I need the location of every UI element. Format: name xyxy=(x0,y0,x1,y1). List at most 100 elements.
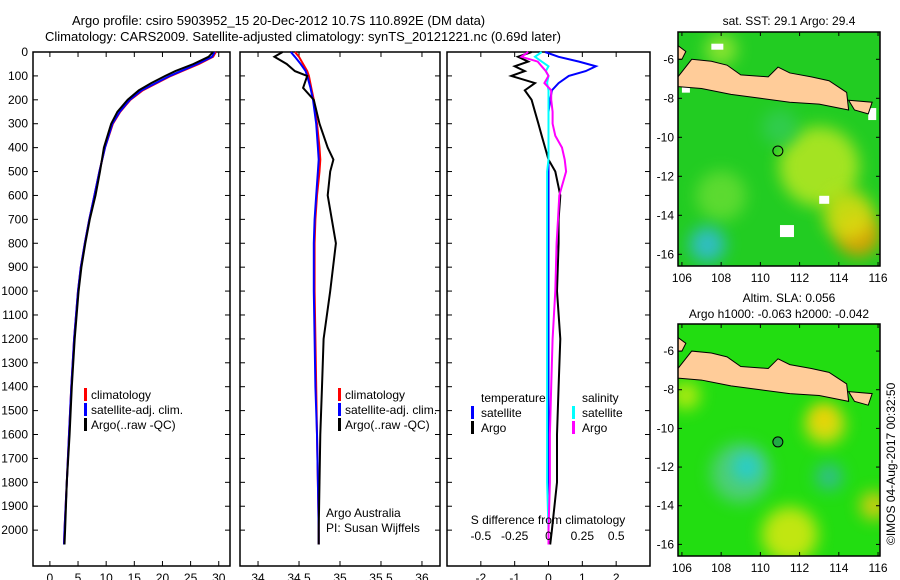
land-java xyxy=(678,58,850,111)
depth-tick-label: 1700 xyxy=(1,451,28,465)
x-tick-label: -2 xyxy=(475,571,486,580)
annotation-line: Argo Australia xyxy=(326,506,401,520)
x-tick-label: -1 xyxy=(509,571,520,580)
map-x-tick-label: 112 xyxy=(790,561,809,575)
depth-tick-label: 500 xyxy=(8,165,28,179)
legend-label: satellite-adj. clim. xyxy=(345,403,437,417)
map-y-tick-label: -16 xyxy=(657,247,675,261)
x-tick-label: 36 xyxy=(415,571,429,580)
map-field xyxy=(678,324,880,556)
map-blob xyxy=(815,462,844,491)
map-frame xyxy=(677,323,881,557)
depth-tick-label: 400 xyxy=(8,141,28,155)
map-y-tick-label: -14 xyxy=(657,208,675,222)
depth-tick-label: 1900 xyxy=(1,499,28,513)
depth-tick-label: 800 xyxy=(8,236,28,250)
map-y-tick-label: -8 xyxy=(663,383,674,397)
map-x-tick-label: 112 xyxy=(790,271,809,285)
x-tick-label: 15 xyxy=(128,571,142,580)
legend-label: Argo xyxy=(582,421,608,435)
map-blob xyxy=(732,453,761,482)
series-line-temperature-Argo xyxy=(508,51,562,545)
map-x-tick-label: 114 xyxy=(829,561,848,575)
map-x-tick-label: 116 xyxy=(868,561,887,575)
map-y-tick-label: -12 xyxy=(657,169,675,183)
no-data-patch xyxy=(779,225,794,238)
x-tick-label: 34.5 xyxy=(287,571,311,580)
legend-label: Argo(..raw -QC) xyxy=(91,418,176,432)
map-blob xyxy=(860,491,880,520)
x-tick-label: 25 xyxy=(184,571,198,580)
legend-title: salinity xyxy=(582,391,619,405)
depth-tick-label: 1100 xyxy=(2,308,28,322)
depth-tick-label: 100 xyxy=(8,69,28,83)
legend-swatch xyxy=(572,421,575,434)
legend-label: climatology xyxy=(345,388,405,402)
legend-label: climatology xyxy=(91,388,151,402)
x-tick-label: 0 xyxy=(47,571,54,580)
legend-swatch xyxy=(471,406,474,419)
depth-tick-label: 0 xyxy=(21,45,28,59)
x-tick-label: 2 xyxy=(613,571,620,580)
legend-swatch xyxy=(572,406,575,419)
x-tick-label: 35.5 xyxy=(369,571,393,580)
map-x-tick-label: 116 xyxy=(868,271,887,285)
map-frame xyxy=(677,31,881,267)
legend-swatch xyxy=(84,388,87,401)
depth-tick-label: 1400 xyxy=(1,380,28,394)
map-title: sat. SST: 29.1 Argo: 29.4 xyxy=(723,14,856,28)
no-data-patch xyxy=(681,84,690,93)
map-x-tick-label: 106 xyxy=(672,561,692,575)
legend-title: temperature xyxy=(481,391,546,405)
x2-tick-label: -0.25 xyxy=(501,529,529,543)
map-blob xyxy=(761,506,818,556)
x-tick-label: 20 xyxy=(156,571,170,580)
x-tick-label: 10 xyxy=(99,571,113,580)
depth-tick-label: 1500 xyxy=(1,404,28,418)
x-tick-label: 0 xyxy=(545,571,552,580)
land-bali xyxy=(847,391,873,406)
map-y-tick-label: -12 xyxy=(657,460,675,474)
legend-label: satellite-adj. clim. xyxy=(91,403,183,417)
land-bali xyxy=(847,99,873,115)
map-field xyxy=(678,32,880,266)
argo-float-marker xyxy=(772,436,784,448)
x-tick-label: 1 xyxy=(579,571,586,580)
map-subtitle: Argo h1000: -0.063 h2000: -0.042 xyxy=(689,307,869,321)
depth-tick-label: 600 xyxy=(8,188,28,202)
no-data-patch xyxy=(711,43,724,50)
map-blob xyxy=(696,170,747,221)
map-sst-map: 106 108 110 112 114 116 -6 -8 -10 -12 -14 -16 sat. S… xyxy=(657,14,888,285)
map-x-tick-label: 108 xyxy=(711,561,731,575)
legend-label: Argo xyxy=(481,421,507,435)
series-line-salinity-satellite xyxy=(533,51,550,545)
map-y-tick-label: -6 xyxy=(663,52,674,66)
series-line-Argo-raw-QC- xyxy=(63,51,214,545)
map-y-tick-label: -16 xyxy=(657,537,675,551)
legend-swatch xyxy=(84,418,87,431)
land-java xyxy=(678,350,850,402)
annotation-line: PI: Susan Wijffels xyxy=(326,521,420,535)
legend-label: satellite xyxy=(582,406,623,420)
x-tick-label: 5 xyxy=(75,571,82,580)
map-blob xyxy=(779,126,860,207)
no-data-patch xyxy=(868,108,877,121)
map-title: Altim. SLA: 0.056 xyxy=(743,291,836,305)
legend-swatch xyxy=(84,403,87,416)
map-x-tick-label: 108 xyxy=(711,271,731,285)
no-data-patch xyxy=(819,195,830,204)
legend-swatch xyxy=(338,388,341,401)
map-y-tick-label: -10 xyxy=(657,421,675,435)
depth-tick-label: 300 xyxy=(8,117,28,131)
credit: ©IMOS 04-Aug-2017 00:32:50 xyxy=(884,382,898,545)
title-line1: Argo profile: csiro 5903952_15 20-Dec-20… xyxy=(72,13,486,28)
x2-tick-label: 0.5 xyxy=(608,529,625,543)
map-sla-map: 106 108 110 112 114 116 -6 -8 -10 -12 -14 -16 Altim.… xyxy=(657,291,888,575)
map-y-tick-label: -6 xyxy=(663,344,674,358)
map-y-tick-label: -14 xyxy=(657,499,675,513)
legend-swatch xyxy=(471,421,474,434)
x2-tick-label: 0 xyxy=(545,529,552,543)
map-blob xyxy=(761,109,798,146)
map-blob xyxy=(689,226,726,263)
